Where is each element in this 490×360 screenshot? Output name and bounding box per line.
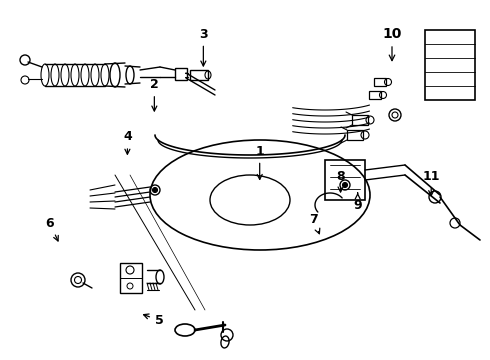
- Text: 2: 2: [150, 78, 159, 111]
- Bar: [374, 78, 386, 86]
- Text: 3: 3: [199, 28, 208, 66]
- Circle shape: [152, 188, 157, 193]
- Bar: [325, 160, 365, 200]
- Bar: [120, 263, 142, 293]
- Bar: [369, 91, 381, 99]
- Bar: [347, 130, 363, 140]
- Text: 1: 1: [255, 145, 264, 179]
- Text: 7: 7: [309, 213, 320, 234]
- Bar: [352, 115, 368, 125]
- Text: 4: 4: [123, 130, 132, 154]
- Text: 5: 5: [144, 314, 164, 327]
- Text: 10: 10: [382, 27, 402, 60]
- Text: 8: 8: [336, 170, 345, 192]
- Text: 11: 11: [422, 170, 440, 195]
- Text: 9: 9: [353, 193, 362, 212]
- Text: 6: 6: [46, 217, 58, 241]
- Bar: [175, 68, 187, 80]
- Bar: [190, 70, 208, 80]
- Bar: [425, 30, 475, 100]
- Circle shape: [343, 183, 347, 188]
